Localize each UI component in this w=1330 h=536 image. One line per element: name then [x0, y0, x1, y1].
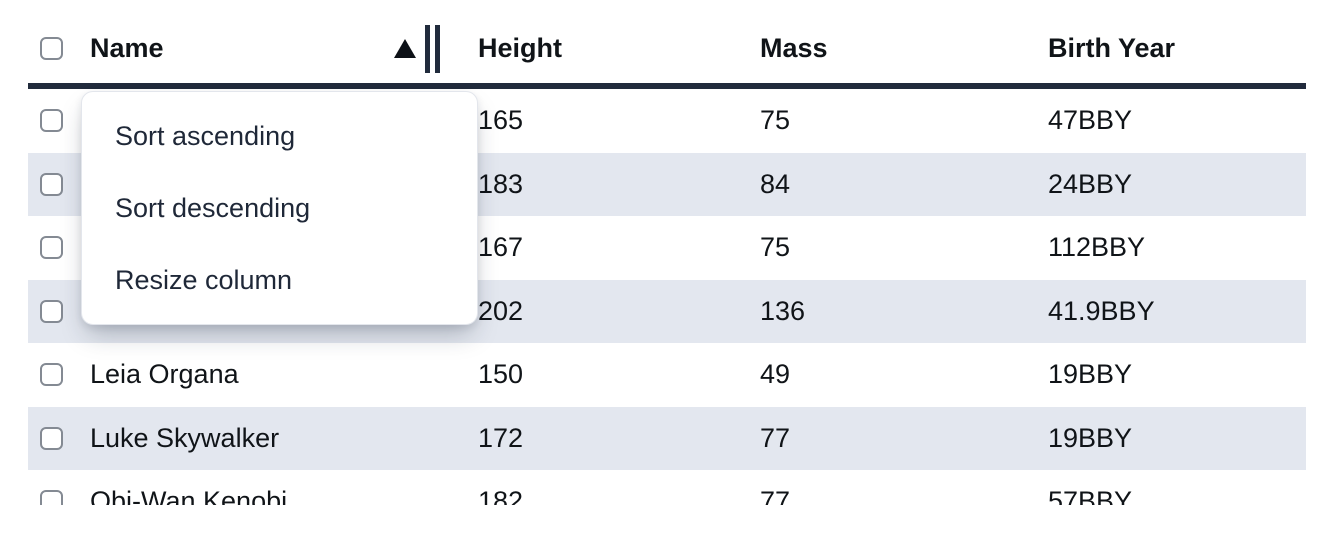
cell-name: Luke Skywalker [90, 422, 280, 453]
select-all-cell [28, 14, 78, 83]
select-all-checkbox[interactable] [40, 37, 63, 60]
cell-birth-year: 19BBY [1048, 422, 1133, 453]
menu-item-resize-column[interactable]: Resize column [115, 264, 293, 295]
cell-mass: 75 [760, 232, 791, 263]
row-checkbox[interactable] [40, 426, 63, 450]
cell-height: 183 [478, 168, 524, 199]
cell-birth-year: 41.9BBY [1048, 295, 1155, 326]
cell-mass: 77 [760, 422, 791, 453]
table-row: Luke Skywalker 172 77 19BBY [28, 406, 1306, 470]
cell-name: Obi-Wan Kenobi [90, 486, 288, 505]
cell-height: 202 [478, 295, 524, 326]
cell-mass: 136 [760, 295, 806, 326]
column-header-mass[interactable]: Mass [742, 14, 1030, 83]
menu-item-sort-descending[interactable]: Sort descending [115, 192, 311, 223]
row-checkbox[interactable] [40, 172, 63, 196]
column-header-height-label: Height [478, 33, 562, 63]
cell-mass: 75 [760, 105, 791, 136]
cell-height: 172 [478, 422, 524, 453]
menu-item-sort-ascending[interactable]: Sort ascending [115, 120, 296, 151]
cell-birth-year: 19BBY [1048, 359, 1133, 390]
cell-birth-year: 24BBY [1048, 168, 1133, 199]
row-checkbox[interactable] [40, 363, 63, 387]
column-header-name[interactable]: Name [78, 14, 460, 83]
cell-birth-year: 112BBY [1048, 232, 1146, 263]
column-header-height[interactable]: Height [460, 14, 742, 83]
row-checkbox[interactable] [40, 109, 63, 133]
column-header-birth-year[interactable]: Birth Year [1030, 14, 1306, 83]
table-header-row: Name Height Mass Birth Year [28, 14, 1306, 89]
column-resize-handle[interactable] [425, 24, 440, 73]
cell-height: 182 [478, 486, 524, 505]
row-checkbox[interactable] [40, 490, 63, 505]
sort-ascending-indicator-icon [394, 39, 416, 58]
table-row: Obi-Wan Kenobi 182 77 57BBY [28, 470, 1306, 505]
row-checkbox[interactable] [40, 236, 63, 260]
table-row: 165 75 47BBY [28, 89, 1306, 153]
column-context-menu: Sort ascending Sort descending Resize co… [81, 91, 478, 325]
column-header-name-label: Name [90, 33, 164, 63]
row-checkbox[interactable] [40, 299, 63, 323]
cell-birth-year: 57BBY [1048, 486, 1133, 505]
column-header-mass-label: Mass [760, 33, 828, 63]
cell-mass: 84 [760, 168, 791, 199]
cell-mass: 49 [760, 359, 791, 390]
cell-mass: 77 [760, 486, 791, 505]
cell-height: 165 [478, 105, 524, 136]
cell-birth-year: 47BBY [1048, 105, 1133, 136]
column-header-birth-year-label: Birth Year [1048, 33, 1176, 63]
cell-height: 167 [478, 232, 524, 263]
table-row: Leia Organa 150 49 19BBY [28, 343, 1306, 407]
cell-name: Leia Organa [90, 359, 239, 390]
table-row: 167 75 112BBY [28, 216, 1306, 280]
cell-height: 150 [478, 359, 524, 390]
